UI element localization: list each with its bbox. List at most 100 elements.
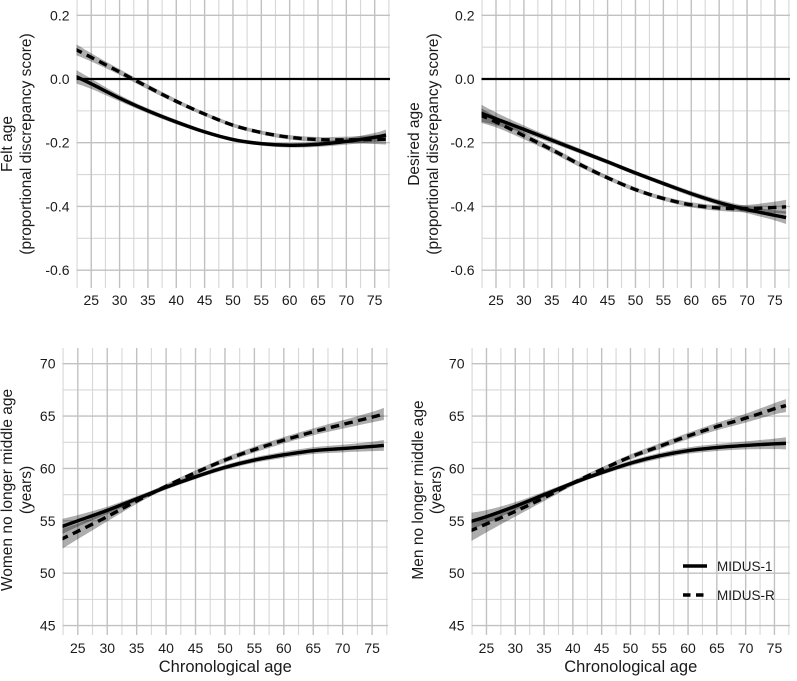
- legend-label: MIDUS-R: [717, 588, 775, 603]
- y-tick-labels: 70 65 60 55 50 45: [40, 356, 56, 634]
- x-tick-label: 65: [709, 640, 725, 656]
- y-tick-label: -0.6: [45, 262, 69, 278]
- y-tick-labels: 70 65 60 55 50 45: [449, 356, 465, 634]
- x-tick-label: 70: [738, 640, 754, 656]
- legend-item-midus-r: MIDUS-R: [683, 588, 775, 603]
- legend-label: MIDUS-1: [717, 559, 773, 574]
- ci-band-midus-1: [76, 70, 387, 148]
- legend-item-midus-1: MIDUS-1: [683, 559, 773, 574]
- x-tick-label: 50: [217, 640, 233, 656]
- y-axis-title-line2: (proportional discrepancy score): [18, 33, 35, 254]
- y-tick-label: 65: [40, 408, 56, 424]
- x-tick-label: 50: [628, 292, 644, 308]
- y-tick-label: 0.2: [455, 7, 475, 23]
- trend-line-midus-r: [62, 412, 385, 541]
- y-axis-title-line2: (years): [18, 466, 35, 514]
- x-tick-label: 70: [339, 292, 355, 308]
- x-tick-label: 40: [168, 292, 184, 308]
- panel-data: [481, 104, 787, 224]
- x-tick-label: 45: [600, 292, 616, 308]
- y-tick-label: -0.6: [450, 262, 474, 278]
- x-axis-title: Chronological age: [159, 658, 292, 676]
- y-tick-label: -0.2: [450, 135, 474, 151]
- x-tick-label: 30: [99, 640, 115, 656]
- x-tick-label: 60: [276, 640, 292, 656]
- x-tick-label: 65: [310, 292, 326, 308]
- y-axis-title-line1: Desired age: [406, 102, 423, 186]
- x-tick-label: 50: [623, 640, 639, 656]
- x-tick-label: 55: [651, 640, 667, 656]
- trend-line-midus-r: [471, 403, 787, 533]
- y-tick-label: -0.4: [45, 198, 69, 214]
- x-tick-label: 75: [367, 292, 383, 308]
- legend: MIDUS-1 MIDUS-R: [683, 559, 775, 603]
- ci-band-midus-r: [62, 407, 384, 549]
- x-tick-label: 55: [656, 292, 672, 308]
- x-tick-label: 60: [282, 292, 298, 308]
- y-tick-labels: 0.2 0.0 -0.2 -0.4 -0.6: [45, 7, 69, 278]
- panel-data: [76, 44, 387, 148]
- y-tick-labels: 0.2 0.0 -0.2 -0.4 -0.6: [450, 7, 474, 278]
- x-tick-label: 60: [683, 292, 699, 308]
- y-tick-label: -0.2: [45, 135, 69, 151]
- x-tick-label: 60: [680, 640, 696, 656]
- trend-line-midus-1: [76, 74, 387, 147]
- y-tick-label: 0.2: [50, 7, 70, 23]
- ci-band-midus-r: [471, 399, 786, 541]
- x-tick-labels: 25 30 35 40 45 50 55 60 65 70 75: [479, 640, 783, 656]
- y-axis-title-line1: Women no longer middle age: [0, 389, 16, 591]
- x-tick-label: 40: [565, 640, 581, 656]
- y-tick-label: 70: [40, 356, 56, 372]
- y-tick-label: 55: [40, 513, 56, 529]
- gridlines: [471, 348, 790, 635]
- x-tick-label: 55: [254, 292, 270, 308]
- x-tick-label: 45: [197, 292, 213, 308]
- panel-bottom-right: 25 30 35 40 45 50 55 60 65 70 75 70 65 60 55 50 45 Men no…: [410, 348, 790, 676]
- x-tick-labels: 25 30 35 40 45 50 55 60 65 70 75: [70, 640, 380, 656]
- x-tick-label: 25: [488, 292, 504, 308]
- x-tick-label: 45: [594, 640, 610, 656]
- x-tick-labels: 25 30 35 40 45 50 55 60 65 70 75: [83, 292, 382, 308]
- y-tick-label: 0.0: [455, 71, 475, 87]
- panel-top-right: 25 30 35 40 45 50 55 60 65 70 75 0.2 0.0 -0.2 -0.4 -0.6…: [406, 0, 790, 308]
- ci-band-midus-r: [481, 108, 787, 214]
- trend-line-midus-r: [76, 47, 387, 142]
- y-tick-label: 50: [449, 565, 465, 581]
- y-axis-title-line2: (years): [428, 466, 445, 514]
- gridlines: [62, 348, 388, 635]
- x-tick-label: 50: [225, 292, 241, 308]
- x-tick-label: 40: [158, 640, 174, 656]
- x-tick-label: 75: [767, 292, 783, 308]
- x-tick-label: 75: [767, 640, 783, 656]
- ci-band-midus-r: [76, 44, 387, 145]
- x-tick-label: 65: [711, 292, 727, 308]
- x-tick-label: 40: [572, 292, 588, 308]
- trend-line-midus-1: [471, 441, 787, 523]
- x-tick-label: 55: [247, 640, 263, 656]
- y-axis-title-line1: Men no longer middle age: [410, 400, 427, 579]
- x-axis-title: Chronological age: [564, 658, 697, 676]
- gridlines: [481, 0, 790, 288]
- x-tick-label: 30: [507, 640, 523, 656]
- y-tick-label: 60: [40, 460, 56, 476]
- y-tick-label: 60: [449, 460, 465, 476]
- x-tick-label: 25: [70, 640, 86, 656]
- y-tick-label: 70: [449, 356, 465, 372]
- y-tick-label: 0.0: [50, 71, 70, 87]
- x-tick-label: 45: [188, 640, 204, 656]
- y-axis-title-line1: Felt age: [0, 116, 16, 172]
- x-tick-label: 35: [140, 292, 156, 308]
- panel-top-left: 25 30 35 40 45 50 55 60 65 70 75 0.2 0.0 -0.2 -0.4 -0.6…: [0, 0, 390, 308]
- x-tick-label: 25: [479, 640, 495, 656]
- x-tick-label: 30: [112, 292, 128, 308]
- y-tick-label: -0.4: [450, 198, 474, 214]
- panel-bottom-left: 25 30 35 40 45 50 55 60 65 70 75 70 65 60 55 50 45 Women …: [0, 348, 388, 676]
- x-tick-label: 75: [364, 640, 380, 656]
- panel-data: [62, 407, 385, 549]
- y-tick-label: 50: [40, 565, 56, 581]
- x-tick-label: 25: [83, 292, 99, 308]
- x-tick-label: 70: [739, 292, 755, 308]
- x-tick-label: 70: [335, 640, 351, 656]
